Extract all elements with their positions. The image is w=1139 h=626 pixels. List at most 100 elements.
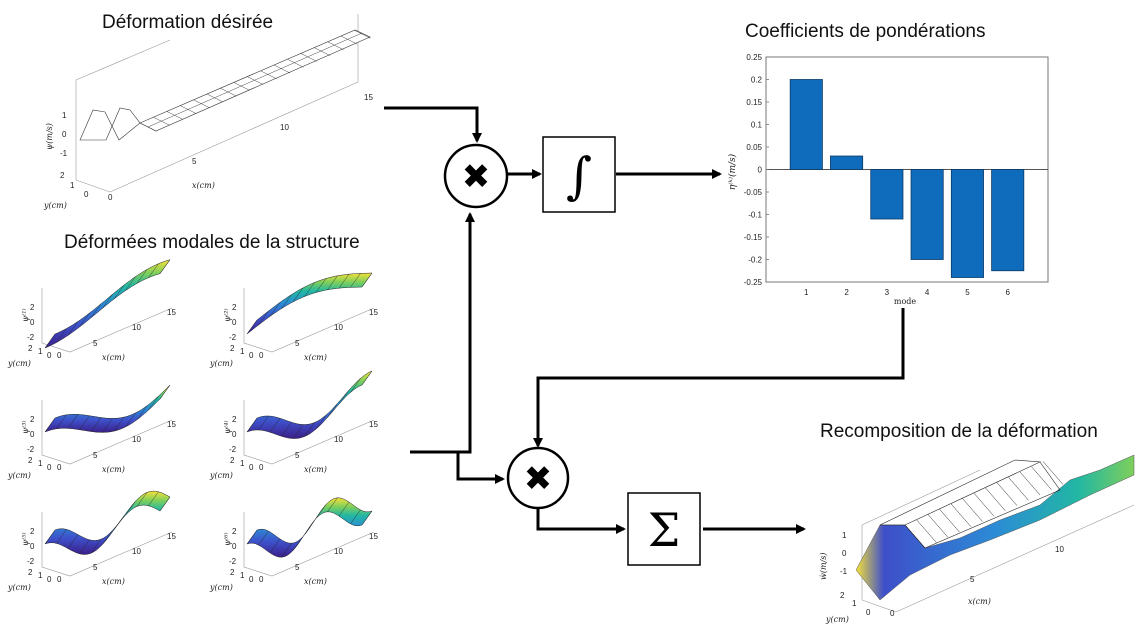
mode-ylabel: y(cm): [7, 471, 31, 480]
mode-xlabel: x(cm): [304, 353, 327, 362]
mode-mesh-line: [304, 520, 315, 535]
axis-box: [243, 400, 375, 465]
desired-mesh-line: [260, 70, 277, 80]
desired-ytick-1: 1: [70, 181, 75, 190]
mode-ylabel: y(cm): [209, 583, 233, 592]
recomposition-ztick-3: -1: [840, 567, 848, 576]
mode-xtick: 0: [57, 575, 62, 584]
desired-zlabel: ψ(m/s): [45, 123, 54, 150]
mode-mesh-line: [90, 417, 102, 432]
axis-box: [41, 288, 173, 353]
bar-chart-ytick-label: 0.25: [746, 53, 762, 62]
recomposition-xlabel: x(cm): [968, 597, 991, 606]
bar-chart-xtick-label: 4: [925, 288, 930, 297]
mode-ztick: 2: [232, 527, 237, 536]
recomposition-mesh-line: [939, 508, 960, 533]
mode-ztick: -2: [229, 333, 237, 342]
mode-mesh-line: [125, 276, 136, 291]
mode-mesh-line: [125, 501, 136, 516]
mode-surface: [246, 370, 373, 439]
mode-xtick: 5: [93, 563, 98, 572]
mode-mesh-line: [327, 275, 338, 290]
mode-mesh-line: [338, 389, 350, 405]
connector-arrows: [384, 106, 905, 534]
mode-mesh-line: [67, 321, 79, 336]
mode-mesh-line: [292, 536, 304, 551]
mode-ytick: 2: [28, 456, 33, 465]
bar-chart-bars: [789, 79, 1025, 278]
mode-xlabel: x(cm): [102, 465, 125, 474]
mode-mesh-line: [159, 496, 171, 512]
mode-mesh-line: [113, 515, 125, 530]
mode-ytick: 0: [249, 575, 254, 584]
mode-mesh-line: [44, 529, 56, 545]
recomposition-mesh-line: [927, 514, 949, 538]
mode-mesh-line: [44, 417, 56, 433]
mode-ztick: -2: [27, 333, 35, 342]
bar-chart-xtick-label: 2: [844, 288, 849, 297]
mode-mesh-line: [269, 418, 281, 433]
bar-chart-xtick-label: 3: [885, 288, 890, 297]
mode-ytick: 2: [230, 568, 235, 577]
mode-xtick: 10: [132, 323, 141, 332]
desired-mesh-line: [147, 32, 363, 128]
mode-ztick: 0: [232, 430, 237, 439]
mode-xlabel: x(cm): [102, 577, 125, 586]
mode-ytick: 0: [47, 575, 52, 584]
bar-chart-ylabel: η⁽ᵏ⁾(m/s): [727, 153, 738, 190]
mode-ztick: 2: [232, 415, 237, 424]
mode-mesh-line: [292, 424, 304, 439]
mode-ztick: -2: [27, 557, 35, 566]
recomposition-xtick-10: 10: [1055, 545, 1064, 554]
mode-mesh-line: [281, 543, 292, 558]
multiply-node-bottom: ✖: [506, 446, 570, 510]
mode-xtick: 0: [57, 463, 62, 472]
mode-mesh-line: [102, 530, 113, 545]
mode-zlabel: ψ⁽⁵⁾: [21, 533, 30, 546]
mode-zlabel: ψ⁽¹⁾: [21, 309, 30, 322]
recomposition-surface: [855, 454, 1135, 601]
mode-mesh-line: [136, 405, 148, 420]
mode-xtick: 5: [295, 339, 300, 348]
mode-xtick: 0: [57, 351, 62, 360]
desired-ztick-3: -1: [60, 149, 68, 158]
bar-chart-ytick-label: -0.05: [744, 188, 763, 197]
mode-mesh-line: [102, 294, 113, 309]
mode-xtick: 15: [369, 532, 378, 541]
coefficients-bar-chart: 0.25 0.2 0.15 0.1 0.05 0 -0.05 -0.1 -0.15 -0.2 -0.…: [727, 53, 1049, 306]
mode-mesh-line: [350, 509, 361, 525]
bar-mode-2: [830, 155, 864, 170]
mode-xtick: 15: [167, 308, 176, 317]
title-desired-deformation: Déformation désirée: [102, 12, 274, 33]
axis-box: [243, 288, 375, 353]
recomposition-ytick-1: 1: [852, 599, 857, 608]
mode-ztick: 2: [232, 303, 237, 312]
desired-mesh-line: [206, 93, 224, 103]
desired-xtick-5: 5: [192, 157, 197, 166]
mode-mesh-line: [148, 491, 159, 506]
axis-box: [243, 512, 375, 577]
mode-ztick: 2: [30, 415, 35, 424]
desired-ytick-0: 0: [84, 190, 89, 199]
desired-mesh-line: [340, 35, 358, 45]
desired-mesh-line: [273, 64, 291, 74]
mode-mesh-line: [136, 269, 148, 284]
mode-mesh-line: [102, 418, 113, 433]
mode-xtick: 0: [259, 351, 264, 360]
mode-xlabel: x(cm): [304, 465, 327, 474]
arrow-desired-to-multiply: [384, 106, 482, 143]
mode-xtick: 5: [295, 451, 300, 460]
recomposition-xtick-0: 0: [890, 609, 895, 618]
mode-mesh-line: [338, 501, 350, 517]
mode-surface: [246, 272, 373, 335]
mode-xtick: 15: [369, 308, 378, 317]
mode-mesh-line: [148, 395, 159, 411]
desired-mesh-line: [314, 47, 331, 56]
desired-mesh-line: [287, 58, 304, 68]
mode-mesh-line: [90, 539, 102, 554]
